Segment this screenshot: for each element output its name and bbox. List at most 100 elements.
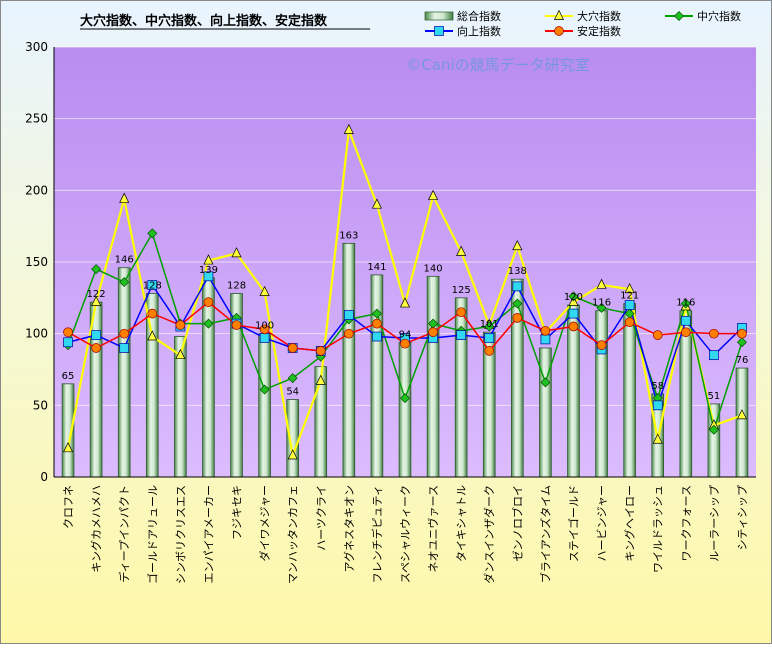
bar-value-label: 141: [367, 262, 386, 273]
x-tick-label: ルーラーシップ: [708, 485, 721, 562]
point-中穴指数: [259, 384, 270, 395]
point-大穴指数: [259, 285, 270, 296]
point-向上指数: [203, 271, 214, 282]
point-大穴指数: [512, 239, 523, 251]
x-tick-label: ハーツクライ: [315, 485, 328, 551]
bar-value-label: 120: [564, 292, 583, 303]
bar-value-label: 76: [736, 355, 749, 366]
x-tick-label: ゴールドアリュール: [145, 485, 159, 584]
point-安定指数: [596, 340, 607, 350]
legend-label: 安定指数: [577, 24, 621, 38]
line-layer: [62, 123, 748, 460]
y-tick-label: 50: [33, 398, 48, 412]
point-大穴指数: [399, 297, 411, 308]
point-大穴指数: [62, 442, 74, 453]
bar-value-label: 51: [708, 391, 721, 402]
legend-marker-向上指数: [434, 26, 444, 36]
point-中穴指数: [708, 424, 719, 435]
x-tick-label: キングカメハメハ: [89, 485, 103, 573]
point-向上指数: [709, 350, 719, 361]
legend-label: 大穴指数: [577, 9, 621, 23]
x-tick-label: マンハッタンカフェ: [287, 485, 300, 584]
legend-marker-中穴指数: [674, 11, 684, 21]
point-向上指数: [91, 330, 101, 340]
point-安定指数: [287, 343, 298, 353]
bar-value-label: 94: [399, 329, 412, 340]
point-中穴指数: [119, 277, 130, 288]
point-安定指数: [512, 313, 523, 323]
bar-総合指数: [511, 278, 524, 478]
point-大穴指数: [736, 409, 748, 420]
point-大穴指数: [315, 374, 326, 385]
point-安定指数: [372, 318, 382, 329]
point-向上指数: [652, 400, 663, 411]
bar-総合指数: [258, 333, 271, 478]
x-tick-label: シンボリクリスエス: [174, 485, 187, 584]
x-tick-label: フジキセキ: [231, 485, 244, 540]
bar-value-label: 65: [62, 371, 75, 382]
point-中穴指数: [147, 228, 158, 239]
bar-総合指数: [595, 310, 608, 478]
bar-value-label: 58: [651, 381, 664, 392]
bar-value-label: 116: [676, 298, 695, 309]
legend-label: 総合指数: [457, 9, 501, 23]
point-安定指数: [540, 325, 551, 336]
point-向上指数: [624, 300, 635, 310]
point-大穴指数: [428, 189, 439, 200]
y-tick-label: 300: [25, 40, 48, 54]
point-向上指数: [512, 281, 523, 292]
point-安定指数: [680, 327, 691, 338]
point-向上指数: [343, 310, 354, 320]
legend-marker-大穴指数: [553, 9, 565, 20]
point-安定指数: [259, 324, 270, 335]
bar-value-label: 138: [508, 266, 527, 277]
bar-value-label: 140: [424, 263, 443, 274]
bar-総合指数: [117, 267, 131, 478]
point-安定指数: [119, 328, 130, 339]
bar-総合指数: [286, 399, 299, 478]
point-安定指数: [91, 343, 101, 353]
x-tick-label: タイキシャトル: [455, 485, 468, 562]
legend-marker-安定指数: [554, 26, 564, 36]
bar-value-label: 121: [620, 291, 639, 302]
point-大穴指数: [175, 348, 186, 360]
point-中穴指数: [287, 373, 298, 384]
bar-総合指数: [623, 303, 636, 478]
chart-title: 大穴指数、中穴指数、向上指数、安定指数: [80, 13, 328, 29]
bar-総合指数: [370, 274, 384, 478]
point-向上指数: [568, 308, 579, 319]
legend-label: 向上指数: [457, 24, 501, 38]
point-向上指数: [456, 330, 467, 340]
point-安定指数: [456, 307, 467, 318]
point-向上指数: [63, 337, 73, 348]
point-安定指数: [63, 327, 73, 338]
point-大穴指数: [343, 123, 354, 134]
x-tick-label: ハービンジャー: [596, 485, 609, 561]
point-大穴指数: [596, 278, 607, 289]
point-安定指数: [624, 317, 635, 328]
point-安定指数: [147, 308, 158, 319]
y-tick-label: 150: [25, 255, 48, 269]
bar-value-label: 100: [255, 321, 274, 332]
x-tick-label: ワークフォース: [680, 485, 693, 561]
x-tick-label: ワイルドラッシュ: [652, 485, 665, 573]
legend-label: 中穴指数: [697, 9, 741, 23]
point-向上指数: [147, 280, 158, 290]
point-大穴指数: [624, 282, 635, 294]
point-中穴指数: [680, 298, 691, 309]
point-安定指数: [343, 328, 354, 339]
y-tick-label: 250: [25, 112, 48, 126]
point-中穴指数: [203, 318, 214, 329]
point-中穴指数: [91, 264, 102, 275]
point-安定指数: [737, 328, 747, 339]
axis-layer: 0 50 100 150 200 250 300 クロフネ キングカメハメハ ディープインパクトゴ…: [25, 40, 756, 584]
point-大穴指数: [652, 433, 663, 444]
point-中穴指数: [540, 377, 551, 388]
bar-value-label: 54: [286, 387, 299, 398]
point-中穴指数: [568, 291, 579, 302]
bar-総合指数: [735, 367, 749, 478]
point-大穴指数: [456, 245, 467, 256]
x-tick-label: スペシャルウィーク: [399, 485, 412, 583]
